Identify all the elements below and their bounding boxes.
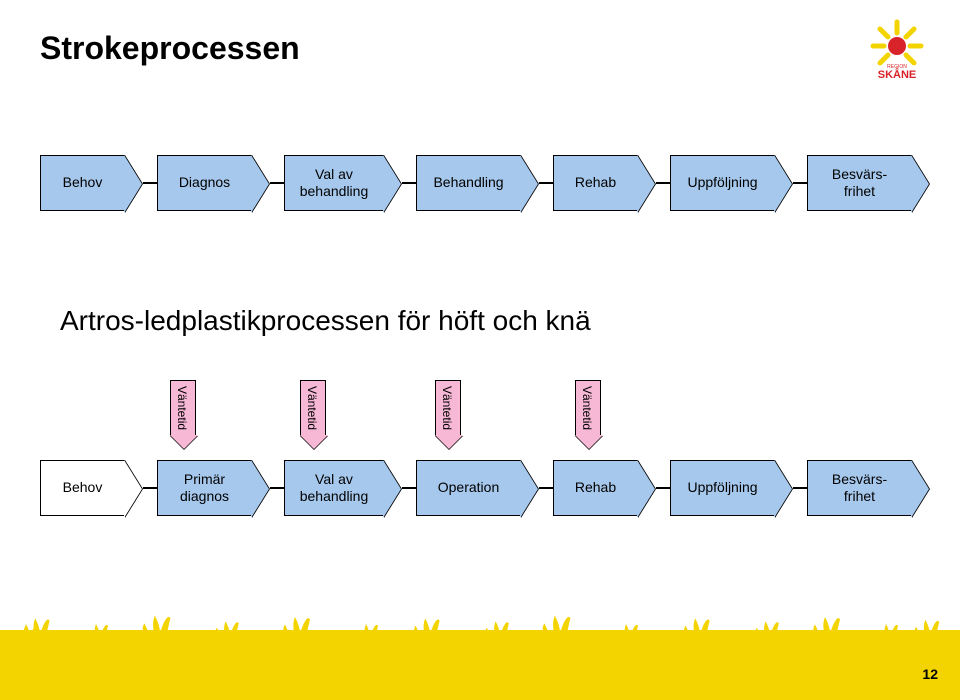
flow1-step-6: Besvärs-frihet	[807, 155, 912, 211]
connector	[539, 182, 553, 184]
connector	[539, 487, 553, 489]
flow2-step-5: Uppföljning	[670, 460, 775, 516]
flow-artros: Behov Primärdiagnos Val avbehandling Operat…	[40, 460, 930, 516]
connector	[270, 487, 284, 489]
svg-text:REGION: REGION	[887, 64, 907, 70]
connector	[793, 487, 807, 489]
connector	[656, 182, 670, 184]
wait-time-arrow-1: Väntetid	[300, 380, 326, 436]
wait-time-arrow-2: Väntetid	[435, 380, 461, 436]
flow2-step-2: Val avbehandling	[284, 460, 384, 516]
flow2-step-1: Primärdiagnos	[157, 460, 252, 516]
connector	[270, 182, 284, 184]
flow2-step-0: Behov	[40, 460, 125, 516]
connector	[656, 487, 670, 489]
sprouts-icon	[0, 592, 960, 652]
flow2-step-4: Rehab	[553, 460, 638, 516]
connector	[402, 182, 416, 184]
connector	[793, 182, 807, 184]
flow1-step-5: Uppföljning	[670, 155, 775, 211]
connector	[143, 487, 157, 489]
page-number: 12	[922, 666, 938, 682]
flow1-step-3: Behandling	[416, 155, 521, 211]
flow1-step-2: Val avbehandling	[284, 155, 384, 211]
wait-time-arrow-0: Väntetid	[170, 380, 196, 436]
flow2-step-6: Besvärs-frihet	[807, 460, 912, 516]
flow2-step-3: Operation	[416, 460, 521, 516]
skane-logo: SKÅNE REGION	[862, 18, 932, 88]
wait-time-arrow-3: Väntetid	[575, 380, 601, 436]
flow1-step-0: Behov	[40, 155, 125, 211]
flow1-step-1: Diagnos	[157, 155, 252, 211]
flow-stroke: Behov Diagnos Val avbehandling Behandling Re…	[40, 155, 930, 211]
flow1-step-4: Rehab	[553, 155, 638, 211]
connector	[402, 487, 416, 489]
page-title: Strokeprocessen	[40, 30, 300, 67]
subtitle: Artros-ledplastikprocessen för höft och …	[60, 305, 591, 337]
wait-time-row: Väntetid Väntetid Väntetid Väntetid	[40, 380, 920, 450]
connector	[143, 182, 157, 184]
